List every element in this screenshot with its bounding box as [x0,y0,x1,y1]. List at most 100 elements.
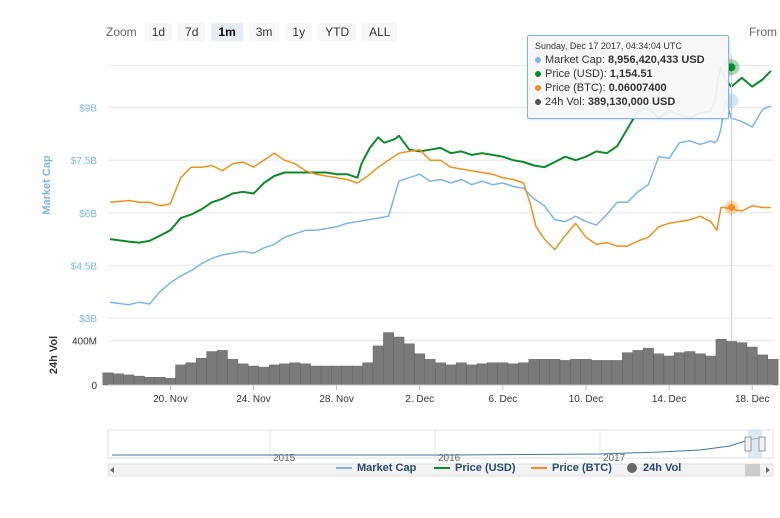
navigator-right-handle [758,436,766,452]
volume-bar [611,360,623,386]
legend-item-price-usd[interactable]: Price (USD) [434,462,516,474]
volume-bar [196,358,207,386]
tooltip-row-volume: 24h Vol: 389,130,000 USD [535,95,728,109]
x-tick-label: 20. Nov [153,394,187,405]
volume-bar [559,360,571,386]
volume-bar [300,363,311,386]
market-cap-tick-label: $6B [79,209,97,220]
market-cap-line [110,99,772,306]
volume-bar [414,353,426,386]
volume-axis-title: 24h Vol [48,336,60,374]
from-label: From [749,25,777,39]
volume-bar [549,359,561,386]
market-cap-tick-label: $7.5B [71,156,97,167]
zoom-3m-button[interactable]: 3m [248,23,280,41]
volume-bar [112,373,124,386]
market-cap-line-icon [336,467,352,469]
scroll-left-arrow-icon [110,467,114,473]
zoom-1y-button[interactable]: 1y [285,23,313,41]
volume-bar [133,375,145,386]
tooltip-value: 389,130,000 USD [587,96,676,108]
volume-bar [601,360,613,386]
volume-bar [403,343,415,386]
zoom-ytd-button[interactable]: YTD [318,23,357,41]
zoom-7d-button[interactable]: 7d [178,23,206,41]
market-cap-tick-label: $3B [79,314,97,325]
volume-bar [435,362,446,386]
tooltip-row-price-btc: Price (BTC): 0.06007400 [535,81,728,95]
volume-bar [580,359,592,386]
volume-bar [227,359,239,386]
volume-bar [726,341,737,386]
price-btc-hover-point [727,204,735,212]
price-usd-dot-icon [535,71,541,78]
volume-bar [144,377,155,386]
volume-tick-label: 400M [72,336,97,347]
x-tick-label: 2. Dec [405,394,434,405]
tooltip: Sunday, Dec 17 2017, 04:34:04 UTC Market… [527,35,729,119]
tooltip-date: Sunday, Dec 17 2017, 04:34:04 UTC [535,41,682,51]
legend-item-price-btc[interactable]: Price (BTC) [531,462,612,474]
volume-bar [684,351,696,386]
x-tick-label: 18. Dec [735,394,769,405]
volume-bar [466,364,478,386]
volume-bar [694,353,706,386]
tooltip-label: Price (USD): [545,68,607,80]
market-cap-tick-label: $9B [79,104,97,115]
volume-bar [102,372,114,386]
volume-panel[interactable]: 0 400M [72,317,779,392]
volume-bar [237,363,249,386]
volume-dot-icon [535,99,541,106]
x-tick-label: 14. Dec [652,394,686,405]
price-usd-hover-point [727,63,736,72]
navigator-year-label: 2017 [603,453,626,464]
price-btc-line-icon [531,467,547,469]
volume-bar [341,365,353,386]
volume-bar [164,378,176,386]
tooltip-value: 0.06007400 [608,82,667,94]
market-cap-axis: $3B $4.5B $6B $7.5B $9B [71,104,97,325]
volume-bar [663,355,675,386]
scrollbar-thumb [745,464,760,476]
volume-bar [591,360,602,386]
volume-bar [757,354,769,386]
volume-bar [362,362,374,386]
volume-bar [528,359,540,386]
volume-bar [154,377,166,386]
volume-bar [206,351,218,386]
volume-bar [476,363,488,386]
tooltip-row-market-cap: Market Cap: 8,956,420,433 USD [535,53,728,67]
legend-label: Price (BTC) [552,462,612,474]
volume-bar [175,364,187,386]
legend: Market Cap Price (USD) Price (BTC) 24h V… [0,462,780,480]
volume-bar [570,359,582,386]
volume-bar [736,342,748,386]
legend-item-volume[interactable]: 24h Vol [627,462,681,474]
volume-bar [715,339,727,386]
legend-label: Market Cap [357,462,417,474]
market-cap-axis-title: Market Cap [41,155,53,215]
navigator[interactable]: 2015 2016 2017 [107,429,774,477]
navigator-frame [107,429,774,459]
volume-bar [248,365,259,386]
volume-circle-icon [627,463,637,473]
navigator-year-label: 2016 [438,453,461,464]
market-cap-dot-icon [535,57,541,64]
tooltip-label: 24h Vol: [545,96,585,108]
price-btc-line [110,148,771,251]
volume-bar [507,363,519,386]
volume-bar [705,355,717,386]
x-tick-label: 28. Nov [319,394,353,405]
volume-bar [445,364,457,386]
zoom-all-button[interactable]: ALL [362,23,398,41]
volume-bar [632,350,644,386]
legend-item-market-cap[interactable]: Market Cap [336,462,416,474]
volume-bar [383,332,394,386]
volume-bar [487,362,498,386]
zoom-1m-button[interactable]: 1m [211,23,243,41]
volume-bar [497,362,509,386]
volume-bar [424,359,436,386]
volume-bar [320,365,332,386]
zoom-1d-button[interactable]: 1d [144,23,173,41]
tooltip-value: 1,154.51 [609,68,653,80]
